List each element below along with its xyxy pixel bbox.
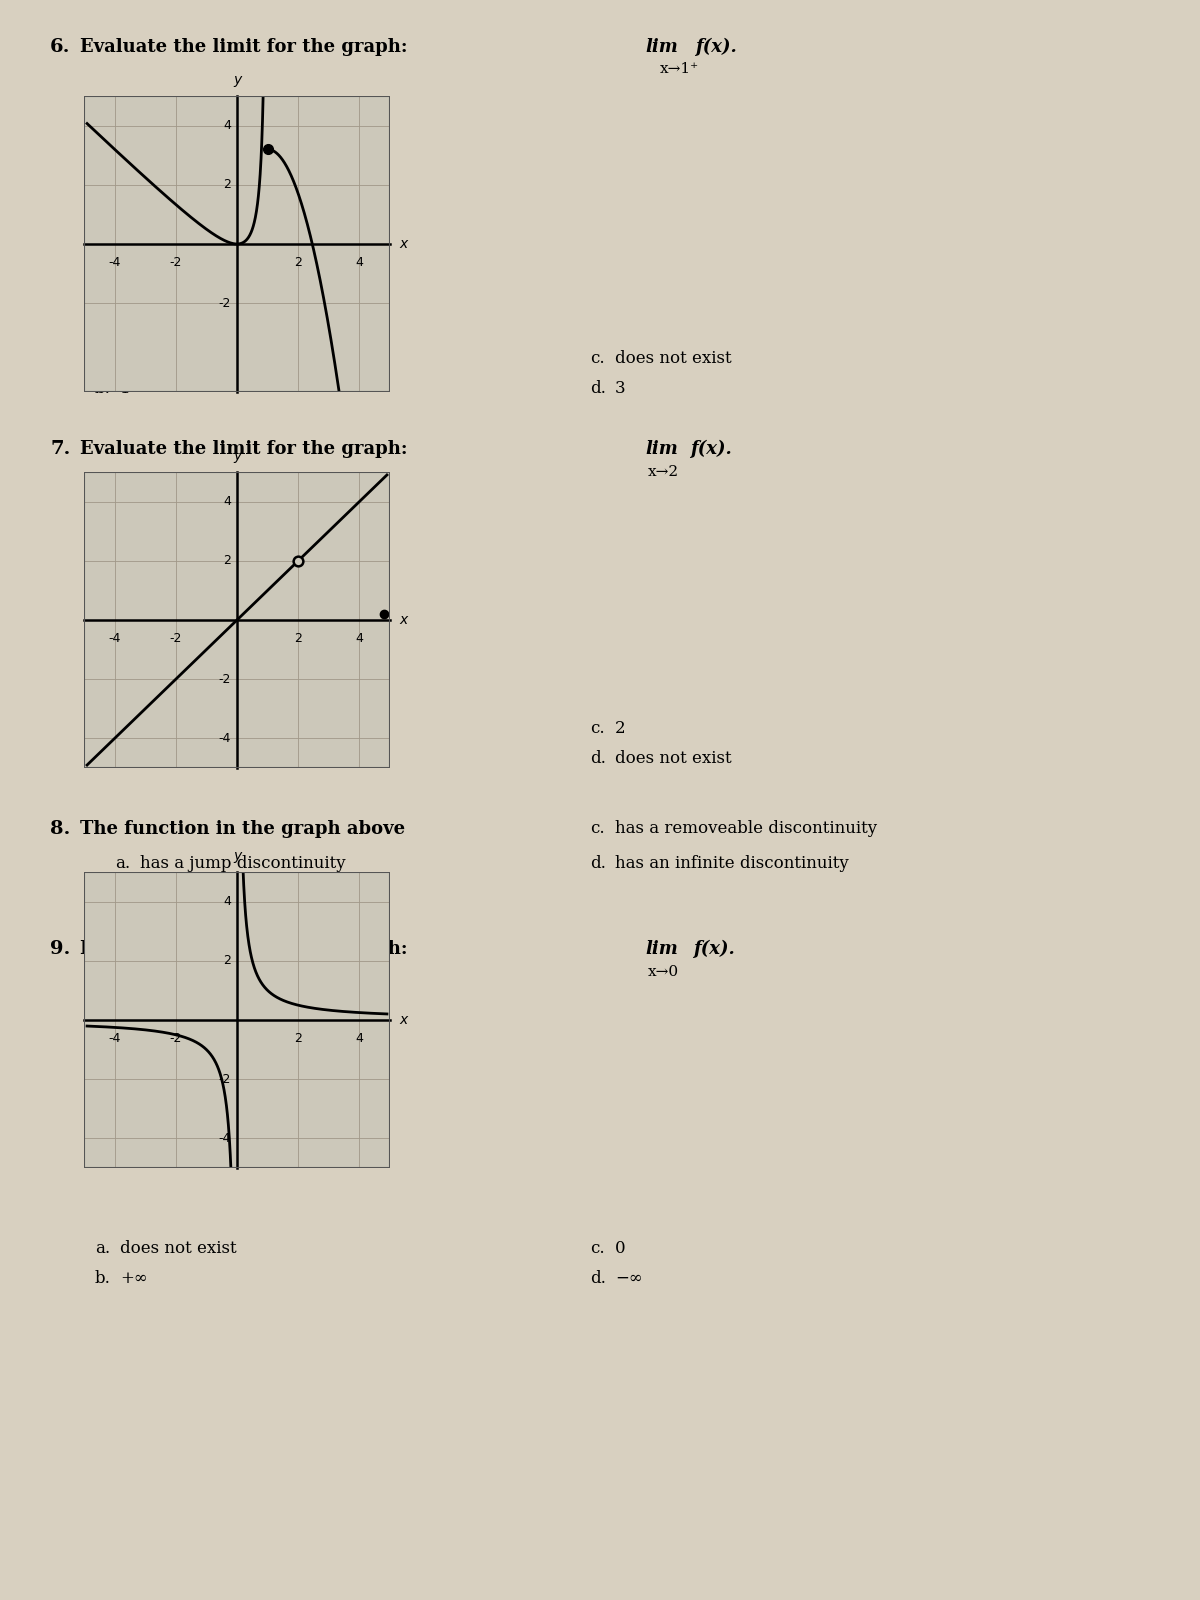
Text: f(x).: f(x). xyxy=(694,939,734,958)
Text: x: x xyxy=(400,237,408,251)
Text: d.: d. xyxy=(590,750,606,766)
Text: x→0: x→0 xyxy=(648,965,679,979)
Text: +∞: +∞ xyxy=(120,350,148,366)
Text: d.: d. xyxy=(590,854,606,872)
Text: y: y xyxy=(233,850,241,862)
Text: 2: 2 xyxy=(294,632,302,645)
Text: -4: -4 xyxy=(108,256,121,269)
Text: 1: 1 xyxy=(120,379,131,397)
Text: 4: 4 xyxy=(223,118,230,133)
Text: +∞: +∞ xyxy=(120,1270,148,1286)
Text: -2: -2 xyxy=(218,1072,230,1086)
Text: 4: 4 xyxy=(223,494,230,509)
Text: 0: 0 xyxy=(616,1240,625,1258)
Text: -2: -2 xyxy=(169,632,182,645)
Text: Evaluate the limit for the graph:: Evaluate the limit for the graph: xyxy=(80,939,408,958)
Text: x→1⁺: x→1⁺ xyxy=(660,62,700,75)
Text: -4: -4 xyxy=(108,632,121,645)
Text: The function in the graph above: The function in the graph above xyxy=(80,819,406,838)
Text: 2: 2 xyxy=(223,954,230,968)
Text: b.: b. xyxy=(95,1270,110,1286)
Text: has a jump discontinuity: has a jump discontinuity xyxy=(140,854,346,872)
Text: b.: b. xyxy=(115,885,131,902)
Text: -4: -4 xyxy=(108,1032,121,1045)
Text: c.: c. xyxy=(590,819,605,837)
Text: −1: −1 xyxy=(120,750,144,766)
Text: y: y xyxy=(233,74,241,86)
Text: has an infinite discontinuity: has an infinite discontinuity xyxy=(616,854,848,872)
Text: does not exist: does not exist xyxy=(616,350,732,366)
Text: f(x).: f(x). xyxy=(690,440,732,458)
Text: c.: c. xyxy=(590,1240,605,1258)
Text: lim: lim xyxy=(646,38,678,56)
Text: 4: 4 xyxy=(355,256,364,269)
Text: 3: 3 xyxy=(616,379,625,397)
Text: Evaluate the limit for the graph:: Evaluate the limit for the graph: xyxy=(80,38,408,56)
Text: 4: 4 xyxy=(355,1032,364,1045)
Text: c.: c. xyxy=(590,720,605,738)
Text: b.: b. xyxy=(95,750,110,766)
Text: -2: -2 xyxy=(218,672,230,686)
Text: b.: b. xyxy=(95,379,110,397)
Text: 4: 4 xyxy=(355,632,364,645)
Text: y: y xyxy=(233,450,241,462)
Text: Evaluate the limit for the graph:: Evaluate the limit for the graph: xyxy=(80,440,408,458)
Text: x: x xyxy=(400,613,408,627)
Text: 2: 2 xyxy=(294,1032,302,1045)
Text: a.: a. xyxy=(95,1240,110,1258)
Text: is continuous: is continuous xyxy=(140,885,252,902)
Text: a.: a. xyxy=(95,720,110,738)
Text: does not exist: does not exist xyxy=(120,1240,236,1258)
Text: -4: -4 xyxy=(218,1131,230,1146)
Text: c.: c. xyxy=(590,350,605,366)
Text: 2: 2 xyxy=(616,720,625,738)
Text: 2: 2 xyxy=(223,178,230,192)
Text: does not exist: does not exist xyxy=(616,750,732,766)
Text: 7.: 7. xyxy=(50,440,71,458)
Text: -2: -2 xyxy=(218,296,230,310)
Text: a.: a. xyxy=(95,350,110,366)
Text: 2: 2 xyxy=(294,256,302,269)
Text: -2: -2 xyxy=(169,256,182,269)
Text: lim: lim xyxy=(646,440,678,458)
Text: x→2: x→2 xyxy=(648,466,679,478)
Text: 9.: 9. xyxy=(50,939,71,958)
Text: d.: d. xyxy=(590,1270,606,1286)
Text: +∞: +∞ xyxy=(120,720,148,738)
Text: a.: a. xyxy=(115,854,130,872)
Text: 2: 2 xyxy=(223,554,230,568)
Text: −∞: −∞ xyxy=(616,1270,643,1286)
Text: 4: 4 xyxy=(223,894,230,909)
Text: f(x).: f(x). xyxy=(695,38,737,56)
Text: has a removeable discontinuity: has a removeable discontinuity xyxy=(616,819,877,837)
Text: -4: -4 xyxy=(218,731,230,746)
Text: -2: -2 xyxy=(169,1032,182,1045)
Text: 8.: 8. xyxy=(50,819,71,838)
Text: 6.: 6. xyxy=(50,38,71,56)
Text: d.: d. xyxy=(590,379,606,397)
Text: x: x xyxy=(400,1013,408,1027)
Text: lim: lim xyxy=(646,939,678,958)
